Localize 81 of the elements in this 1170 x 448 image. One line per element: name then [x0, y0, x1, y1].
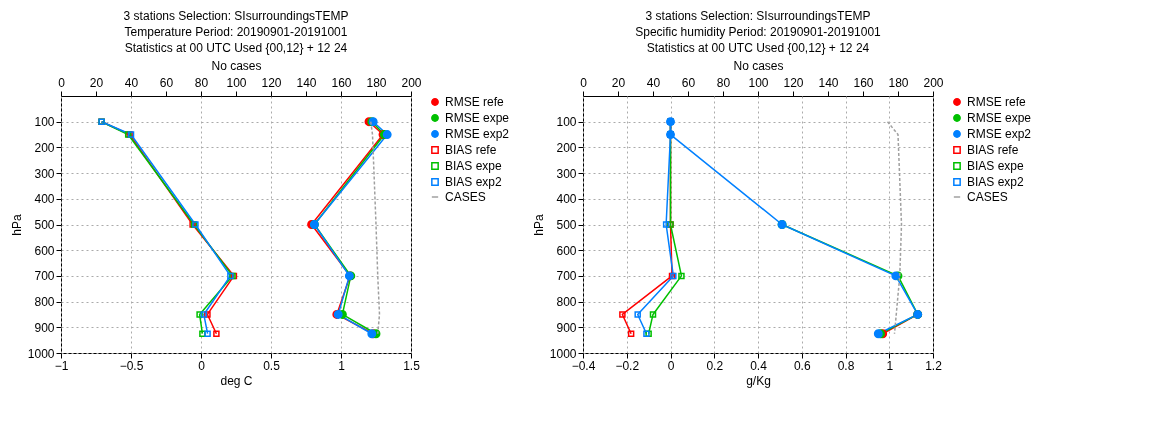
x2-tick-label: 120	[261, 75, 282, 90]
y-tick-label: 600	[34, 243, 55, 258]
x2-tick-label: 160	[853, 75, 874, 90]
x2-tick-label: 80	[194, 75, 209, 90]
y-tick-label: 300	[556, 166, 577, 181]
x2-tick-label: 140	[818, 75, 839, 90]
y-tick-label: 700	[556, 269, 577, 284]
legend-label: RMSE exp2	[445, 127, 510, 141]
legend-label: CASES	[445, 190, 486, 204]
x2-tick-label: 100	[748, 75, 769, 90]
chart-title: 3 stations Selection: SIsurroundingsTEMP	[123, 9, 349, 23]
y-tick-label: 400	[556, 192, 577, 207]
y-tick-label: 600	[556, 243, 577, 258]
chart-subtitle: Specific humidity Period: 20190901-20191001 Statistics at 00 UTC Used {00,12} + 12 24	[635, 25, 882, 55]
x2-tick-label: 180	[888, 75, 909, 90]
y-axis-title: hPa	[9, 214, 24, 236]
chart-title: 3 stations Selection: SIsurroundingsTEMP	[645, 9, 871, 23]
x-tick-label: −0.2	[615, 358, 640, 373]
y-tick-label: 900	[556, 320, 577, 335]
x2-tick-label: 60	[159, 75, 174, 90]
y-tick-label: 100	[34, 115, 55, 130]
x2-axis-title: No cases	[733, 58, 784, 73]
x-tick-label: 0.5	[263, 358, 281, 373]
x2-tick-label: 40	[124, 75, 139, 90]
y-tick-label: 400	[34, 192, 55, 207]
legend-label: BIAS refe	[445, 143, 497, 157]
x-tick-label: −1	[54, 358, 69, 373]
legend-label: BIAS expe	[445, 159, 503, 173]
legend-label: RMSE refe	[445, 95, 505, 109]
y-tick-label: 500	[556, 218, 577, 232]
x-tick-label: 1	[886, 358, 894, 373]
y-tick-label: 200	[556, 140, 577, 155]
x-tick-label: 1.2	[925, 358, 943, 373]
legend-label: RMSE expe	[967, 111, 1032, 125]
x-tick-label: 1.5	[403, 358, 421, 373]
x2-tick-label: 180	[366, 75, 387, 90]
x-tick-label: 1	[338, 358, 346, 373]
y-tick-label: 1000	[549, 346, 577, 361]
y-tick-label: 300	[34, 166, 55, 181]
x-axis-title: g/Kg	[746, 373, 771, 388]
x2-tick-label: 120	[783, 75, 804, 90]
y-tick-label: 900	[34, 320, 55, 335]
x-tick-label: −0.5	[119, 358, 144, 373]
x-tick-label: 0.8	[837, 358, 855, 373]
legend-label: BIAS exp2	[445, 175, 503, 189]
x-tick-label: 0.4	[750, 358, 768, 373]
x-tick-label: 0.2	[706, 358, 724, 373]
chart-subtitle: Temperature Period: 20190901-20191001 Statistics at 00 UTC Used {00,12} + 12 24	[124, 25, 348, 55]
x2-tick-label: 100	[226, 75, 247, 90]
x2-tick-label: 200	[923, 75, 944, 90]
y-tick-label: 200	[34, 140, 55, 155]
x-tick-label: 0	[198, 358, 206, 373]
legend-label: RMSE refe	[967, 95, 1027, 109]
y-tick-label: 1000	[27, 346, 55, 361]
x2-tick-label: 40	[646, 75, 661, 90]
y-axis-title: hPa	[531, 214, 546, 236]
x-tick-label: −0.4	[571, 358, 596, 373]
y-tick-label: 100	[556, 115, 577, 130]
x2-tick-label: 0	[580, 75, 588, 90]
x2-tick-label: 200	[401, 75, 422, 90]
y-tick-label: 800	[34, 295, 55, 310]
x2-tick-label: 160	[331, 75, 352, 90]
x2-tick-label: 20	[611, 75, 626, 90]
x2-tick-label: 60	[681, 75, 696, 90]
legend-label: RMSE expe	[445, 111, 510, 125]
legend-label: BIAS refe	[967, 143, 1019, 157]
x-axis-title: deg C	[220, 373, 253, 388]
y-tick-label: 800	[556, 295, 577, 310]
legend-label: BIAS exp2	[967, 175, 1025, 189]
legend-label: BIAS expe	[967, 159, 1025, 173]
x2-axis-title: No cases	[211, 58, 262, 73]
x2-tick-label: 20	[89, 75, 104, 90]
x2-tick-label: 140	[296, 75, 317, 90]
y-tick-label: 700	[34, 269, 55, 284]
legend-label: CASES	[967, 190, 1008, 204]
legend-label: RMSE exp2	[967, 127, 1032, 141]
x2-tick-label: 0	[58, 75, 66, 90]
y-tick-label: 500	[34, 218, 55, 232]
x-tick-label: 0	[667, 358, 675, 373]
x-tick-label: 0.6	[793, 358, 811, 373]
x2-tick-label: 80	[716, 75, 731, 90]
